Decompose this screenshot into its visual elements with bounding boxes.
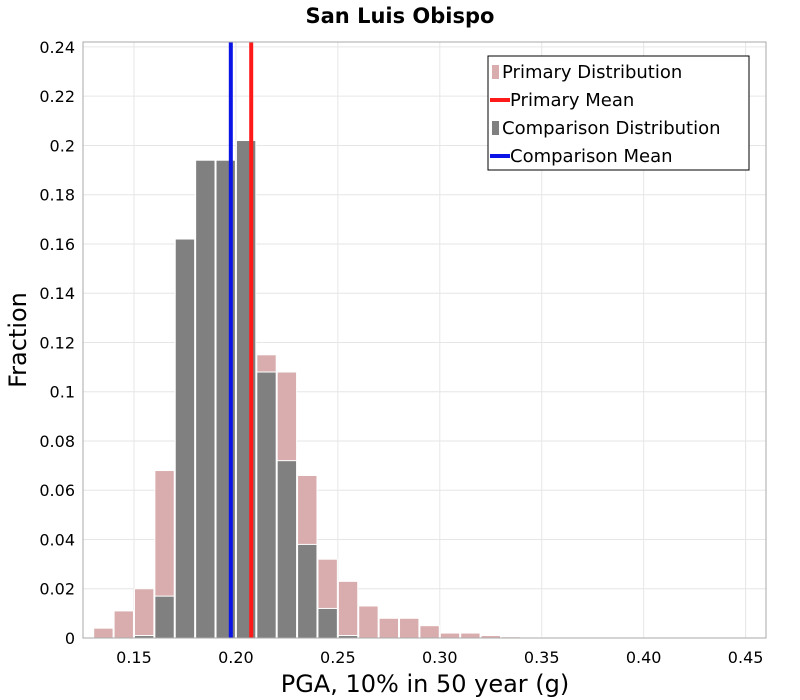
primary-distribution-bar xyxy=(358,605,379,639)
legend: Primary Distribution Primary Mean Comparis… xyxy=(487,55,750,171)
comparison-distribution-legend-label: Comparison Distribution xyxy=(502,118,721,139)
comparison-distribution-bar xyxy=(154,595,175,639)
y-tick-label: 0.02 xyxy=(39,580,75,599)
y-axis-ticks: 0 0.02 0.04 0.06 0.08 0.1 0.12 0.14 0.16 0.18 0.2 0… xyxy=(39,38,75,648)
primary-distribution-bar xyxy=(399,617,420,639)
primary-distribution-bar xyxy=(93,627,114,639)
x-axis-label: PGA, 10% in 50 year (g) xyxy=(281,670,570,698)
comparison-distribution-bar xyxy=(317,607,338,639)
x-tick-label: 0.20 xyxy=(218,648,254,667)
comparison-distribution-bar xyxy=(256,371,277,639)
chart-title: San Luis Obispo xyxy=(306,4,495,28)
x-tick-label: 0.30 xyxy=(422,648,458,667)
primary-distribution-bar xyxy=(133,588,155,639)
comparison-distribution-bar xyxy=(297,543,318,639)
mean-lines xyxy=(228,42,254,638)
primary-distribution-bar xyxy=(439,632,461,639)
x-tick-label: 0.45 xyxy=(728,648,764,667)
y-tick-label: 0.14 xyxy=(39,284,75,303)
x-tick-label: 0.25 xyxy=(320,648,356,667)
y-tick-label: 0.12 xyxy=(39,333,75,352)
primary-distribution-legend-label: Primary Distribution xyxy=(502,62,682,83)
x-axis-ticks: 0.15 0.20 0.25 0.30 0.35 0.40 0.45 xyxy=(116,648,763,667)
x-tick-label: 0.35 xyxy=(524,648,560,667)
primary-distribution-bar xyxy=(378,617,400,639)
y-tick-label: 0.2 xyxy=(50,136,75,155)
y-tick-label: 0.06 xyxy=(39,481,75,500)
primary-mean-legend-label: Primary Mean xyxy=(510,90,634,111)
y-tick-label: 0 xyxy=(65,629,75,648)
comparison-distribution-bar xyxy=(195,159,216,639)
y-tick-label: 0.16 xyxy=(39,235,75,254)
comparison-distribution-legend-swatch xyxy=(492,121,499,135)
primary-distribution-bar xyxy=(419,625,440,639)
legend-box xyxy=(487,55,750,171)
primary-distribution-legend-swatch xyxy=(492,65,499,79)
x-tick-label: 0.40 xyxy=(626,648,662,667)
comparison-distribution-bar xyxy=(174,238,196,639)
plot-frame xyxy=(82,41,767,639)
comparison-distribution-bar xyxy=(276,460,298,639)
y-tick-label: 0.18 xyxy=(39,186,75,205)
y-tick-label: 0.08 xyxy=(39,432,75,451)
y-tick-label: 0.22 xyxy=(39,87,75,106)
comparison-mean-legend-label: Comparison Mean xyxy=(510,146,673,167)
y-tick-label: 0.1 xyxy=(50,383,75,402)
y-tick-label: 0.24 xyxy=(39,38,75,57)
x-tick-label: 0.15 xyxy=(116,648,152,667)
primary-distribution-bar xyxy=(113,610,134,639)
primary-distribution-bar xyxy=(460,632,481,639)
y-tick-label: 0.04 xyxy=(39,530,75,549)
primary-distribution-bar xyxy=(337,580,359,639)
y-axis-label: Fraction xyxy=(4,292,32,388)
